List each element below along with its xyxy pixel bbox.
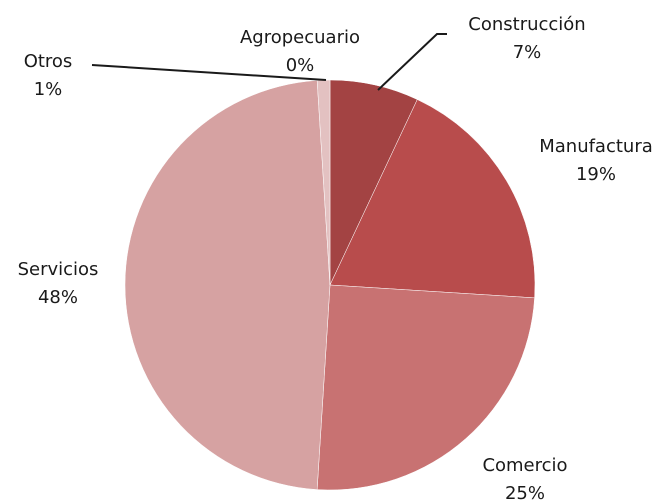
slice-value-label: 1% xyxy=(34,79,63,100)
pie-slice xyxy=(124,80,331,490)
slice-value-label: 25% xyxy=(505,483,545,503)
pie xyxy=(124,79,536,491)
slice-value-label: 19% xyxy=(576,164,616,185)
slice-value-label: 48% xyxy=(38,287,78,308)
labels: Agropecuario 0% Construcción 7% Manufactura 1… xyxy=(18,14,653,503)
slice-label: Comercio xyxy=(482,455,567,476)
slice-label: Agropecuario xyxy=(240,27,360,48)
pie-slice xyxy=(316,284,535,491)
slice-value-label: 0% xyxy=(286,55,315,76)
slice-label: Otros xyxy=(24,51,73,72)
slice-value-label: 7% xyxy=(513,42,542,63)
slice-label: Servicios xyxy=(18,259,99,280)
pie-slice xyxy=(329,99,536,299)
leader-line xyxy=(91,64,327,81)
slice-label: Manufactura xyxy=(539,136,653,157)
slice-label: Construcción xyxy=(468,14,585,35)
leader-line xyxy=(377,33,447,91)
